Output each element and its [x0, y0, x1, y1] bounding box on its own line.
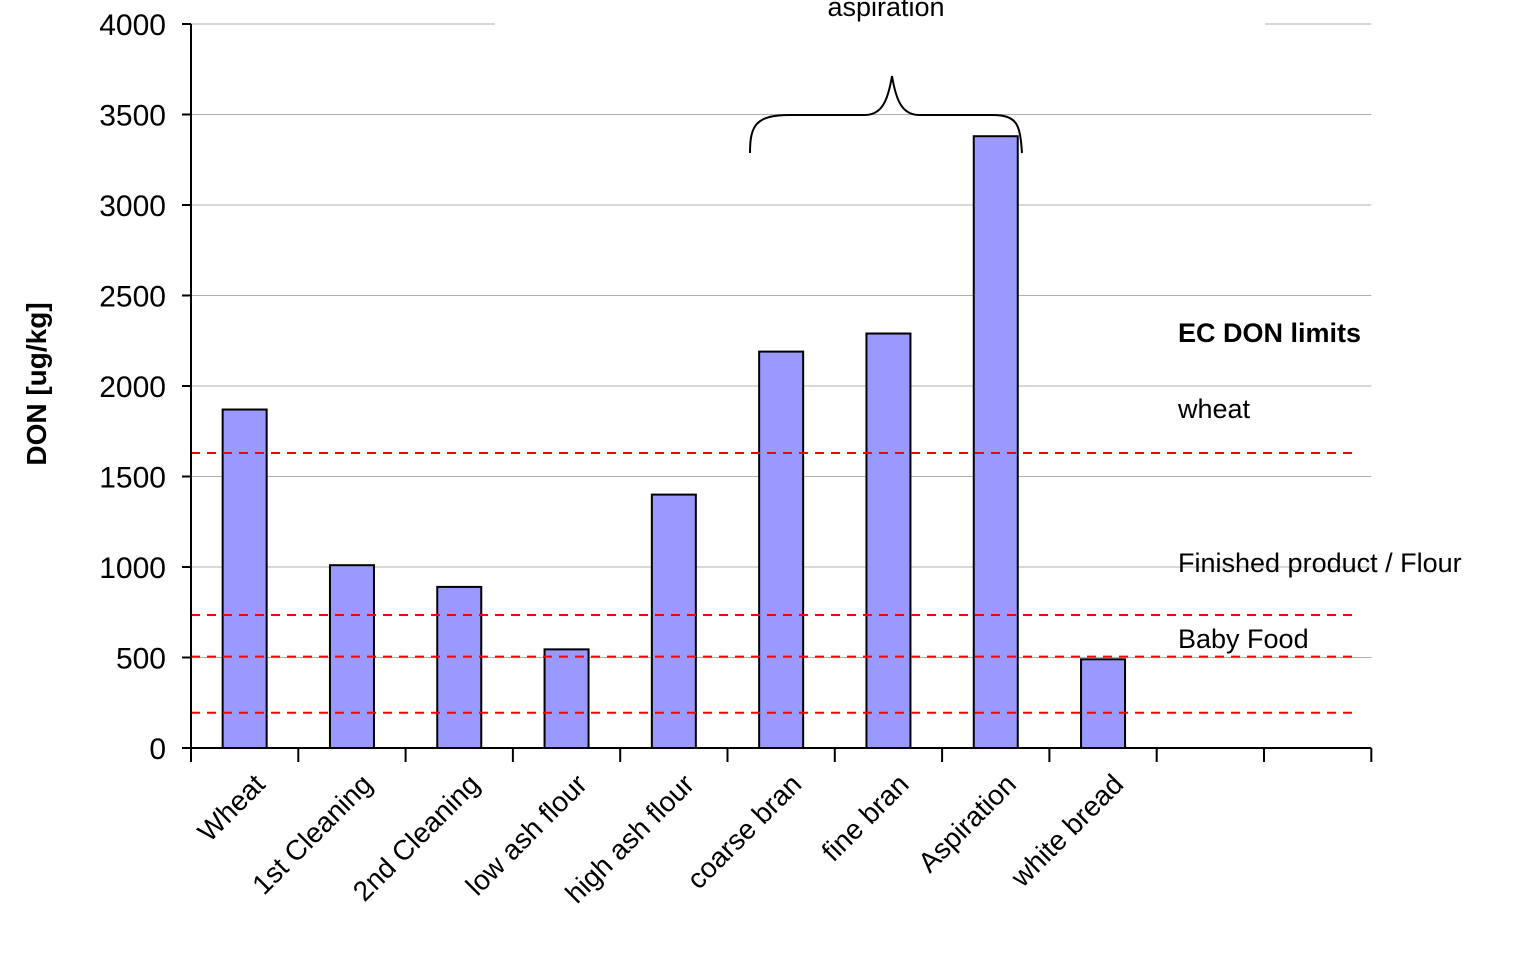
- y-tick-label: 1500: [99, 462, 166, 495]
- y-tick-labels: 0 500 1000 1500 2000 2500 3000 3500 4000: [99, 9, 166, 766]
- bar: [758, 350, 805, 749]
- x-tick-label: fine bran: [816, 768, 915, 867]
- bar: [650, 493, 697, 749]
- brace-shape: [749, 75, 1023, 154]
- x-tick-label: coarse bran: [681, 768, 807, 894]
- axes: [182, 23, 1373, 762]
- limit-label-wheat: wheat: [1177, 394, 1251, 424]
- bar: [972, 135, 1019, 750]
- y-tick-label: 0: [149, 733, 166, 766]
- limit-label-flour: Finished product / Flour: [1178, 548, 1462, 578]
- y-tick-label: 2000: [99, 371, 166, 404]
- y-tick-label: 500: [116, 643, 166, 676]
- x-tick-label: Aspiration: [912, 768, 1022, 878]
- limit-label-baby-food: Baby Food: [1178, 624, 1309, 654]
- x-tick-label: Wheat: [192, 768, 271, 847]
- bar: [436, 585, 483, 749]
- bar: [1080, 658, 1127, 749]
- y-tick-label: 4000: [99, 9, 166, 42]
- y-tick-label: 1000: [99, 552, 166, 585]
- brace-label: aspiration: [827, 0, 944, 22]
- y-tick-label: 3000: [99, 190, 166, 223]
- limits-legend-title: EC DON limits: [1178, 318, 1361, 348]
- bar: [221, 408, 268, 749]
- y-axis-title: DON [ug/kg]: [21, 302, 52, 465]
- y-tick-label: 2500: [99, 281, 166, 314]
- limits-legend: EC DON limits wheat Finished product / F…: [1177, 318, 1462, 654]
- bar: [543, 648, 590, 749]
- x-tick-label: white bread: [1004, 768, 1129, 893]
- bar: [865, 332, 912, 749]
- y-tick-label: 3500: [99, 100, 166, 133]
- limit-lines: [191, 451, 1358, 714]
- brace-label-backdrop: [495, 0, 1265, 26]
- aspiration-brace: aspiration: [495, 0, 1265, 154]
